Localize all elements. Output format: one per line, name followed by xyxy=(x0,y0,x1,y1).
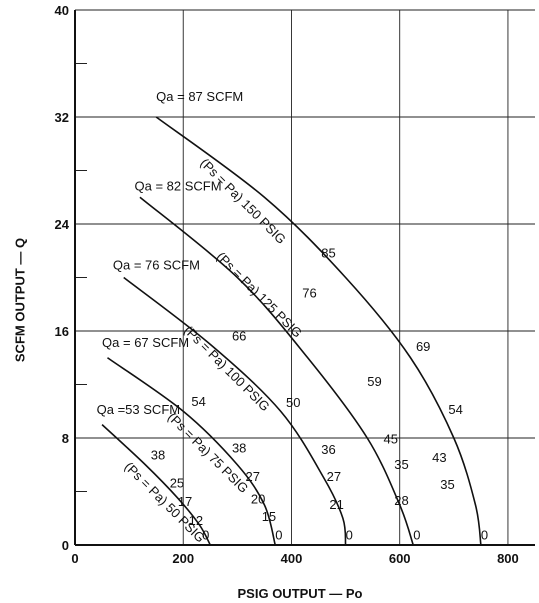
flow-label-2: Qa = 76 SCFM xyxy=(113,257,200,272)
x-tick-label: 800 xyxy=(497,551,519,566)
y-tick-label: 16 xyxy=(55,324,69,339)
y-tick-label: 32 xyxy=(55,110,69,125)
flow-label-4: Qa =53 SCFM xyxy=(97,402,180,417)
point-label: 0 xyxy=(275,528,282,543)
point-label: 85 xyxy=(321,245,335,260)
point-label: 0 xyxy=(481,528,488,543)
x-tick-label: 0 xyxy=(71,551,78,566)
point-label: 50 xyxy=(286,395,300,410)
point-label: 76 xyxy=(302,286,316,301)
point-label: 66 xyxy=(232,328,246,343)
point-label: 27 xyxy=(327,469,341,484)
series-line-2 xyxy=(123,276,347,546)
point-label: 35 xyxy=(440,477,454,492)
point-label: 38 xyxy=(232,441,246,456)
series-line-4 xyxy=(101,424,212,546)
point-label: 12 xyxy=(189,513,203,528)
point-label: 0 xyxy=(202,528,209,543)
pressure-label-0: (Ps = Pa) 150 PSIG xyxy=(197,155,289,247)
point-label: 54 xyxy=(191,394,205,409)
point-label: 69 xyxy=(416,339,430,354)
series-line-0 xyxy=(155,116,482,546)
point-label: 59 xyxy=(367,374,381,389)
point-label: 21 xyxy=(329,497,343,512)
point-label: 27 xyxy=(245,469,259,484)
x-tick-label: 400 xyxy=(281,551,303,566)
flow-label-0: Qa = 87 SCFM xyxy=(156,89,243,104)
x-axis-label: PSIG OUTPUT — Po xyxy=(237,586,363,601)
y-tick-label: 8 xyxy=(62,431,69,446)
x-tick-label: 200 xyxy=(172,551,194,566)
y-tick-label: 24 xyxy=(55,217,70,232)
point-label: 17 xyxy=(178,494,192,509)
point-label: 20 xyxy=(251,492,265,507)
point-label: 28 xyxy=(394,493,408,508)
point-label: 35 xyxy=(394,457,408,472)
point-label: 38 xyxy=(151,447,165,462)
y-tick-label: 40 xyxy=(55,3,69,18)
flow-label-1: Qa = 82 SCFM xyxy=(135,179,222,194)
point-label: 36 xyxy=(321,442,335,457)
point-label: 54 xyxy=(448,402,462,417)
point-label: 0 xyxy=(413,528,420,543)
point-label: 25 xyxy=(170,475,184,490)
pressure-label-4: (Ps = Pa) 50 PSIG xyxy=(122,459,208,545)
y-axis-label: SCFM OUTPUT — Q xyxy=(12,237,28,363)
point-label: 43 xyxy=(432,450,446,465)
point-label: 0 xyxy=(346,528,353,543)
point-label: 15 xyxy=(262,509,276,524)
series-line-1 xyxy=(139,196,414,546)
series-line-3 xyxy=(107,357,277,546)
point-label: 45 xyxy=(383,431,397,446)
y-tick-label: 0 xyxy=(62,538,69,553)
flow-label-3: Qa = 67 SCFM xyxy=(102,335,189,350)
x-tick-label: 600 xyxy=(389,551,411,566)
